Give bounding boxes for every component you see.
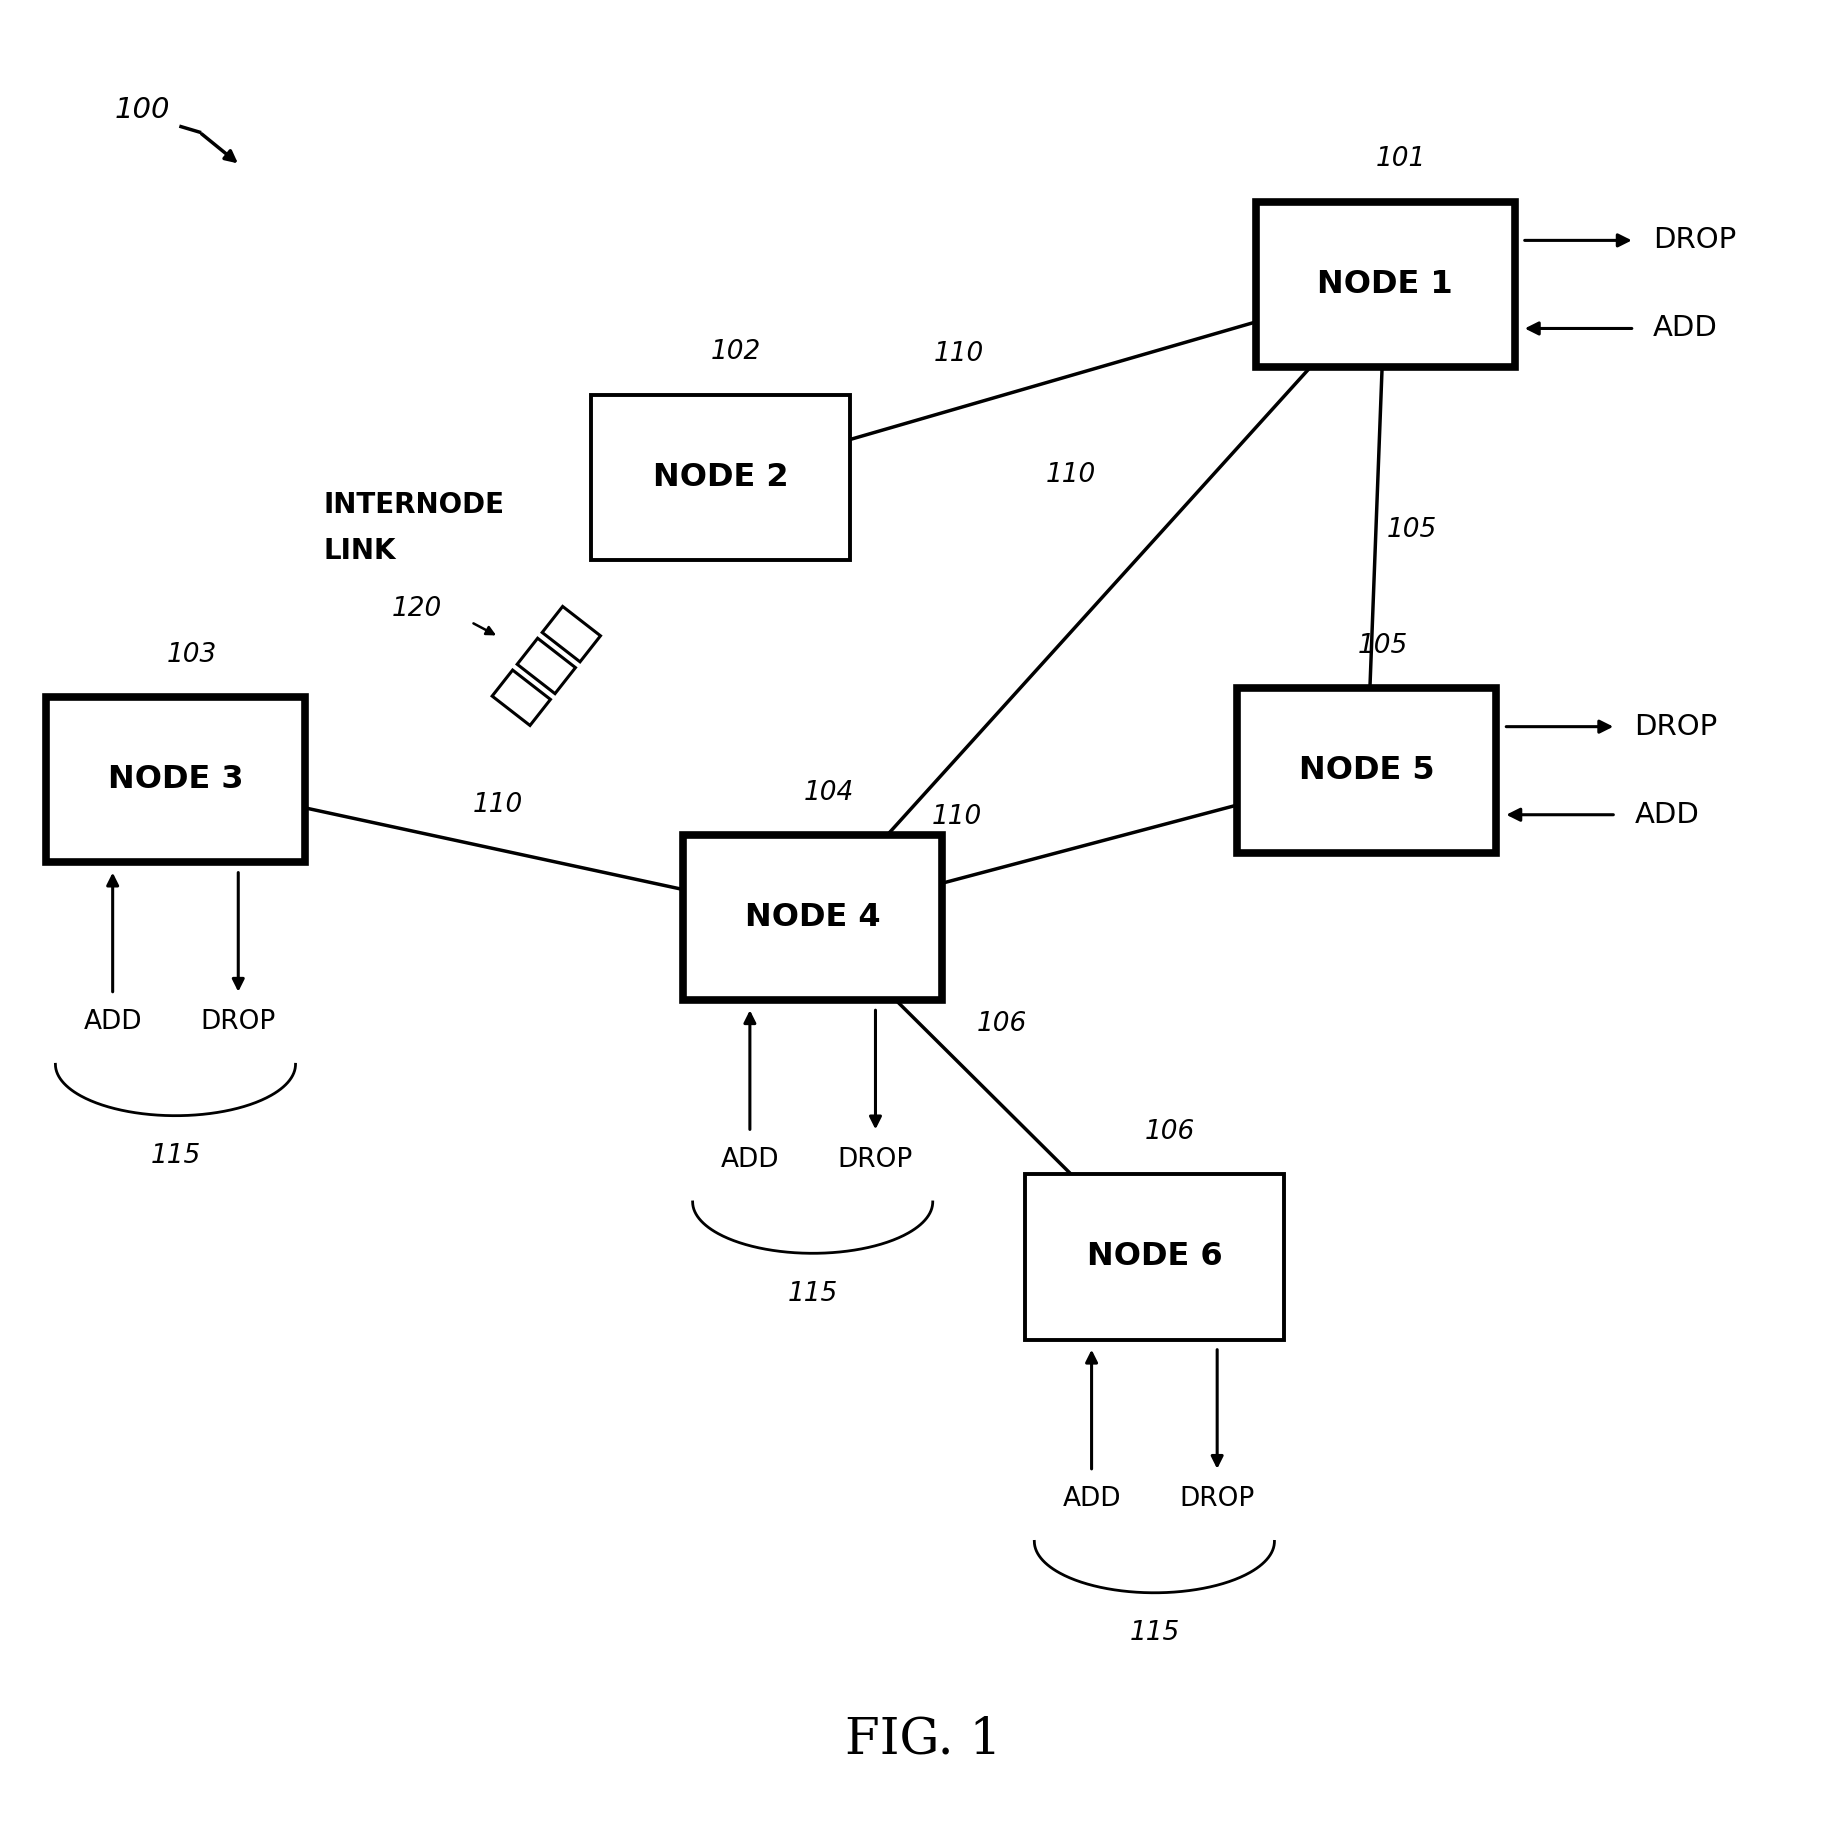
- Text: DROP: DROP: [201, 1009, 275, 1035]
- FancyBboxPatch shape: [1025, 1174, 1284, 1340]
- Text: 105: 105: [1358, 633, 1407, 659]
- Text: ADD: ADD: [1062, 1486, 1121, 1512]
- Text: 105: 105: [1387, 517, 1437, 543]
- Text: 110: 110: [931, 804, 983, 829]
- FancyBboxPatch shape: [683, 835, 942, 1000]
- Text: 101: 101: [1376, 147, 1426, 172]
- Text: 100: 100: [115, 95, 170, 125]
- Text: DROP: DROP: [839, 1147, 912, 1173]
- Text: NODE 6: NODE 6: [1086, 1242, 1223, 1272]
- Bar: [543, 606, 600, 662]
- Text: ADD: ADD: [1653, 314, 1718, 343]
- Text: 103: 103: [166, 642, 216, 668]
- FancyBboxPatch shape: [591, 395, 850, 560]
- Text: 106: 106: [1145, 1119, 1195, 1145]
- Text: NODE 1: NODE 1: [1317, 270, 1454, 299]
- FancyBboxPatch shape: [1256, 202, 1515, 367]
- Text: 104: 104: [803, 780, 853, 806]
- Text: NODE 4: NODE 4: [744, 903, 881, 932]
- Text: ADD: ADD: [720, 1147, 779, 1173]
- Text: NODE 5: NODE 5: [1298, 756, 1435, 785]
- Text: DROP: DROP: [1653, 226, 1736, 255]
- FancyBboxPatch shape: [46, 697, 305, 862]
- Text: 110: 110: [933, 341, 984, 367]
- Text: 110: 110: [591, 492, 641, 517]
- Text: 120: 120: [392, 596, 441, 622]
- Text: NODE 3: NODE 3: [107, 765, 244, 795]
- Bar: [491, 670, 550, 725]
- FancyBboxPatch shape: [1237, 688, 1496, 853]
- Text: FIG. 1: FIG. 1: [846, 1716, 1001, 1763]
- Text: 115: 115: [150, 1143, 201, 1169]
- Text: 115: 115: [787, 1281, 839, 1307]
- Text: LINK: LINK: [323, 536, 395, 565]
- Text: NODE 2: NODE 2: [652, 462, 789, 492]
- Text: 106: 106: [977, 1011, 1027, 1037]
- Text: INTERNODE: INTERNODE: [323, 490, 504, 519]
- Bar: [517, 639, 576, 694]
- Text: 110: 110: [473, 791, 523, 818]
- Text: ADD: ADD: [83, 1009, 142, 1035]
- Text: DROP: DROP: [1180, 1486, 1254, 1512]
- Text: ADD: ADD: [1635, 800, 1699, 829]
- Text: 102: 102: [711, 339, 761, 365]
- Text: 110: 110: [1045, 462, 1095, 488]
- Text: 115: 115: [1129, 1620, 1180, 1646]
- Text: DROP: DROP: [1635, 712, 1718, 741]
